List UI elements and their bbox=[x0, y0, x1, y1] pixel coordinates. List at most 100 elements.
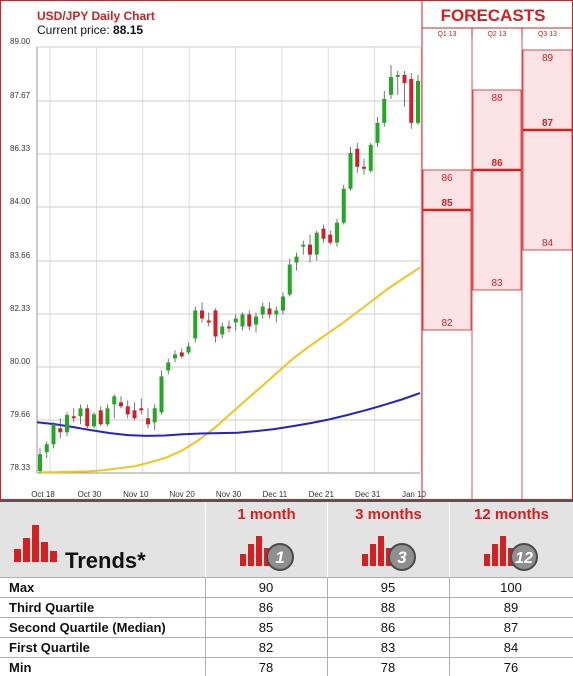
cell-1-month: 86 bbox=[258, 600, 274, 615]
usdjpy-chart: 89.00 87.67 86.33 84.00 83.66 82.33 80.00 79.66… bbox=[0, 0, 573, 500]
3-months-badge-icon: 3 bbox=[362, 536, 416, 571]
y-tick-label: 78.33 bbox=[10, 463, 31, 472]
header-1-month: 1 month 1 bbox=[205, 502, 327, 577]
cell-3-months: 83 bbox=[380, 640, 396, 655]
header-label: 12 months bbox=[473, 506, 549, 523]
header-label: 1 month bbox=[237, 506, 296, 523]
x-tick-label: Nov 10 bbox=[123, 490, 149, 499]
forecast-low-label: 82 bbox=[441, 318, 453, 329]
row-label: Second Quartile (Median) bbox=[9, 620, 166, 635]
candle-body bbox=[294, 256, 299, 263]
1-month-badge-icon: 1 bbox=[240, 536, 294, 571]
candle-body bbox=[38, 454, 42, 472]
candle-body bbox=[179, 352, 184, 357]
candle-body bbox=[281, 296, 285, 311]
forecast-high-label: 86 bbox=[441, 173, 453, 184]
candle-body bbox=[105, 408, 110, 425]
table-row: First Quartile 82 83 84 bbox=[0, 637, 573, 657]
svg-text:1: 1 bbox=[275, 548, 284, 567]
forecast-range bbox=[472, 89, 522, 291]
y-tick-label: 84.00 bbox=[10, 197, 31, 206]
candle-body bbox=[375, 122, 380, 143]
forecast-low-label: 84 bbox=[542, 238, 554, 249]
candle-body bbox=[287, 264, 292, 295]
candle-body bbox=[92, 414, 96, 427]
candle-body bbox=[368, 144, 373, 171]
cell-3-months: 95 bbox=[380, 580, 396, 595]
forecast-range bbox=[422, 169, 472, 331]
candle-body bbox=[402, 74, 407, 83]
candle-body bbox=[98, 410, 103, 425]
forecasts-title: FORECASTS bbox=[441, 6, 546, 25]
chart-title: USD/JPY Daily Chart bbox=[37, 9, 155, 23]
candle-body bbox=[125, 406, 130, 415]
candle-body bbox=[44, 444, 49, 453]
table-row: Second Quartile (Median) 85 86 87 bbox=[0, 617, 573, 637]
candle-body bbox=[254, 316, 258, 325]
row-label: First Quartile bbox=[9, 640, 90, 655]
candle-body bbox=[355, 148, 360, 167]
ma-short-line bbox=[40, 266, 421, 474]
forecast-median-label: 86 bbox=[491, 158, 503, 169]
forecast-col-label: Q3 13 bbox=[538, 31, 557, 38]
cell-12-months: 87 bbox=[503, 620, 519, 635]
candle-body bbox=[409, 78, 414, 123]
candle-body bbox=[119, 402, 123, 407]
candle-body bbox=[301, 244, 306, 247]
candle-body bbox=[348, 152, 353, 189]
candle-body bbox=[78, 408, 83, 417]
candle-body bbox=[166, 362, 171, 371]
cell-12-months: 100 bbox=[500, 580, 522, 595]
forecast-col-label: Q1 13 bbox=[437, 31, 456, 38]
candle-body bbox=[416, 80, 420, 123]
forecast-col-label: Q2 13 bbox=[487, 31, 506, 38]
cell-3-months: 88 bbox=[380, 600, 396, 615]
table-row: Min 78 78 76 bbox=[0, 657, 573, 676]
x-tick-label: Nov 30 bbox=[216, 490, 242, 499]
candle-body bbox=[395, 74, 400, 77]
candle-body bbox=[186, 346, 191, 353]
trends-bar-icon bbox=[14, 524, 60, 562]
candle-body bbox=[314, 232, 319, 255]
candle-body bbox=[274, 310, 279, 315]
x-tick-label: Oct 18 bbox=[31, 490, 55, 499]
x-tick-label: Oct 30 bbox=[78, 490, 102, 499]
candle-body bbox=[220, 326, 225, 335]
candle-body bbox=[362, 166, 366, 169]
header-3-months: 3 months 3 bbox=[327, 502, 449, 577]
row-label: Third Quartile bbox=[9, 600, 95, 615]
x-tick-label: Dec 21 bbox=[309, 490, 335, 499]
12-months-badge-icon: 12 bbox=[484, 536, 538, 571]
cell-12-months: 84 bbox=[503, 640, 519, 655]
candle-body bbox=[58, 428, 63, 433]
candle-body bbox=[65, 415, 69, 433]
x-tick-label: Dec 11 bbox=[262, 490, 287, 499]
current-price: Current price: 88.15 bbox=[37, 23, 143, 37]
cell-1-month: 78 bbox=[258, 660, 274, 675]
candle-body bbox=[71, 416, 76, 419]
forecast-high-label: 88 bbox=[491, 93, 503, 104]
header-12-months: 12 months 12 bbox=[449, 502, 573, 577]
candle-body bbox=[159, 376, 164, 413]
cell-3-months: 86 bbox=[380, 620, 396, 635]
candle-body bbox=[146, 418, 150, 425]
candle-body bbox=[227, 326, 231, 329]
y-tick-label: 86.33 bbox=[10, 144, 31, 153]
candle-body bbox=[335, 222, 339, 243]
svg-text:12: 12 bbox=[515, 550, 533, 567]
x-tick-label: Dec 31 bbox=[355, 490, 381, 499]
candle-body bbox=[321, 228, 326, 239]
x-tick-label: Nov 20 bbox=[169, 490, 195, 499]
candle-body bbox=[213, 310, 218, 337]
candle-body bbox=[85, 408, 90, 427]
cell-1-month: 82 bbox=[258, 640, 274, 655]
candle-body bbox=[152, 408, 157, 423]
candle-body bbox=[267, 308, 272, 315]
candle-body bbox=[247, 314, 252, 327]
cell-12-months: 76 bbox=[503, 660, 519, 675]
ma-long-line bbox=[36, 392, 421, 437]
candle-body bbox=[112, 396, 117, 405]
row-label: Min bbox=[9, 660, 32, 675]
candle-body bbox=[173, 354, 177, 359]
svg-text:3: 3 bbox=[397, 548, 407, 567]
